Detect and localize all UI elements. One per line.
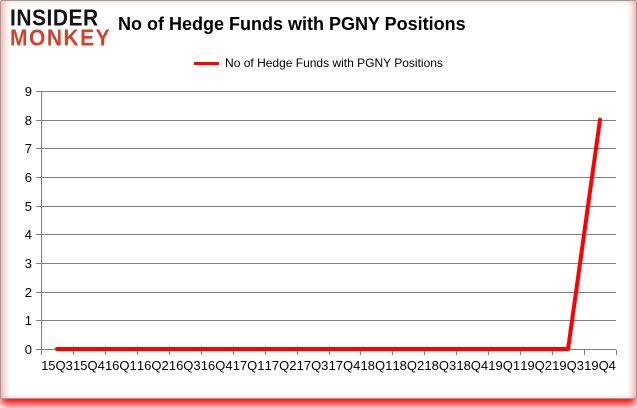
x-tick-label: 16Q4 <box>201 358 233 373</box>
y-tick-label: 1 <box>25 313 32 328</box>
x-tick-label: 15Q3 <box>41 358 73 373</box>
x-tick-label: 18Q4 <box>456 358 488 373</box>
x-tick-label: 19Q1 <box>488 358 520 373</box>
legend-label: No of Hedge Funds with PGNY Positions <box>225 56 443 70</box>
gridlines <box>36 91 616 350</box>
x-tick-label: 16Q2 <box>137 358 169 373</box>
x-axis-labels: 15Q3 15Q4 16Q1 16Q2 16Q3 16Q4 17Q1 17Q2 17Q3 17Q4… <box>41 358 616 373</box>
insider-monkey-logo: INSIDER MONKEY <box>10 5 112 51</box>
y-tick-label: 9 <box>25 84 32 99</box>
chart-title: No of Hedge Funds with PGNY Positions <box>118 14 466 34</box>
x-tick-label: 17Q4 <box>329 358 361 373</box>
logo-word-insider: INSIDER <box>10 5 99 31</box>
logo-word-monkey: MONKEY <box>10 26 112 51</box>
legend: No of Hedge Funds with PGNY Positions <box>1 56 636 70</box>
y-tick-label: 5 <box>25 199 32 214</box>
x-tick-label: 15Q4 <box>73 358 105 373</box>
x-tick-label: 19Q3 <box>552 358 584 373</box>
y-tick-label: 0 <box>25 342 32 357</box>
y-tick-label: 2 <box>25 285 32 300</box>
x-tick-label: 16Q3 <box>169 358 201 373</box>
x-tick-label: 17Q2 <box>265 358 297 373</box>
y-axis-labels: 0 1 2 3 4 5 6 7 8 9 <box>25 84 32 357</box>
x-tick-label: 17Q1 <box>233 358 265 373</box>
x-tick-label: 17Q3 <box>297 358 329 373</box>
x-tick-label: 18Q1 <box>361 358 393 373</box>
y-tick-label: 3 <box>25 256 32 271</box>
x-tick-label: 18Q2 <box>392 358 424 373</box>
x-tick-label: 19Q2 <box>520 358 552 373</box>
legend-line-swatch <box>194 61 220 65</box>
x-tick-label: 18Q3 <box>424 358 456 373</box>
series-line <box>55 117 602 351</box>
chart-card: 0 1 2 3 4 5 6 7 8 9 15Q3 15Q4 16Q1 16Q2 16Q3 16Q4 17Q1 17… <box>0 0 637 399</box>
x-tick-label: 19Q4 <box>584 358 616 373</box>
y-tick-label: 8 <box>25 113 32 128</box>
x-tick-label: 16Q1 <box>105 358 137 373</box>
y-tick-label: 4 <box>25 227 32 242</box>
y-tick-label: 7 <box>25 141 32 156</box>
y-tick-label: 6 <box>25 170 32 185</box>
